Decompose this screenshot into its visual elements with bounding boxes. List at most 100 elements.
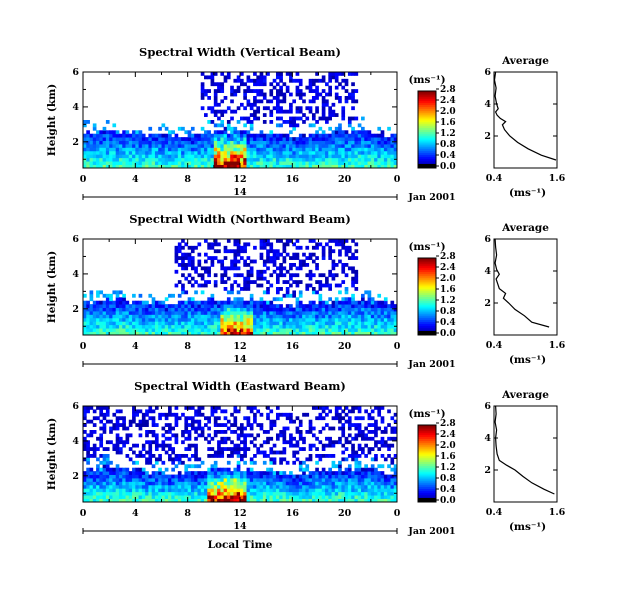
heatmap-cell — [282, 280, 287, 284]
heatmap-cell — [289, 263, 293, 267]
heatmap-cell — [226, 106, 231, 111]
heatmap-cell — [341, 443, 346, 448]
colorbar-swatch — [418, 292, 436, 296]
heatmap-cell — [285, 495, 290, 499]
heatmap-cell — [249, 304, 254, 308]
colorbar-tick-label: 2.4 — [440, 96, 456, 106]
heatmap-cell — [102, 495, 107, 499]
heatmap-cell — [321, 447, 326, 451]
heatmap-cell — [308, 478, 313, 482]
heatmap-cell — [305, 412, 310, 417]
heatmap-cell — [204, 266, 208, 271]
heatmap-cell — [118, 481, 123, 486]
heatmap-cell — [370, 423, 375, 427]
heatmap-cell — [243, 144, 247, 148]
heatmap-cell — [282, 311, 287, 315]
heatmap-cell — [275, 488, 280, 493]
heatmap-cell — [357, 430, 362, 434]
heatmap-cell — [338, 140, 342, 145]
heatmap-cell — [181, 161, 185, 165]
heatmap-cell — [344, 239, 349, 243]
heatmap-cell — [226, 484, 231, 489]
heatmap-cell — [357, 304, 362, 308]
heatmap-cell — [266, 498, 270, 503]
heatmap-cell — [282, 447, 287, 451]
heatmap-cell — [184, 161, 189, 165]
heatmap-cell — [370, 471, 375, 475]
heatmap-cell — [213, 283, 218, 288]
heatmap-cell — [246, 317, 251, 322]
heatmap-cell — [177, 147, 182, 152]
heatmap-cell — [217, 116, 221, 121]
heatmap-cell — [207, 467, 211, 472]
heatmap-cell — [266, 256, 270, 260]
heatmap-cell — [204, 331, 208, 336]
heatmap-cell — [122, 321, 126, 326]
heatmap-cell — [109, 293, 113, 298]
heatmap-cell — [256, 314, 261, 319]
heatmap-cell — [151, 154, 156, 159]
x-tick-label: 4 — [132, 508, 139, 519]
heatmap-cell — [390, 321, 395, 326]
heatmap-cell — [207, 89, 211, 93]
heatmap-cell — [194, 245, 198, 250]
heatmap-cell — [204, 269, 208, 274]
heatmap-cell — [259, 300, 264, 305]
heatmap-cell — [177, 293, 182, 298]
heatmap-cell — [344, 133, 349, 138]
heatmap-cell — [253, 72, 257, 76]
heatmap-cell — [184, 154, 189, 159]
heatmap-cell — [275, 144, 280, 148]
heatmap-cell — [315, 290, 319, 295]
heatmap-cell — [387, 314, 391, 319]
heatmap-cell — [285, 161, 290, 165]
heatmap-cell — [344, 287, 349, 291]
heatmap-cell — [266, 157, 270, 162]
heatmap-cell — [145, 147, 149, 152]
heatmap-cell — [204, 137, 208, 141]
heatmap-cell — [387, 464, 391, 469]
heatmap-cell — [132, 140, 136, 145]
heatmap-cell — [115, 311, 120, 315]
heatmap-cell — [259, 331, 264, 336]
heatmap-cell — [292, 317, 297, 322]
heatmap-cell — [184, 491, 189, 496]
heatmap-cell — [351, 304, 355, 308]
heatmap-cell — [246, 130, 251, 135]
heatmap-cell — [151, 491, 156, 496]
heatmap-cell — [364, 464, 368, 469]
heatmap-cell — [361, 488, 365, 493]
heatmap-cell — [200, 478, 205, 482]
panel-2: Spectral Width (Northward Beam)246Height… — [46, 212, 566, 370]
heatmap-cell — [86, 324, 90, 329]
heatmap-cell — [226, 154, 231, 159]
heatmap-cell — [174, 464, 179, 469]
heatmap-cell — [315, 137, 319, 141]
heatmap-cell — [289, 471, 293, 475]
heatmap-cell — [92, 161, 97, 165]
heatmap-cell — [102, 304, 107, 308]
heatmap-cell — [187, 259, 192, 264]
heatmap-cell — [246, 484, 251, 489]
heatmap-cell — [204, 321, 208, 326]
heatmap-cell — [305, 307, 310, 312]
heatmap-cell — [194, 266, 198, 271]
heatmap-cell — [295, 85, 300, 90]
heatmap-cell — [308, 150, 313, 155]
heatmap-cell — [171, 433, 175, 438]
heatmap-cell — [132, 416, 136, 421]
heatmap-cell — [223, 311, 228, 315]
heatmap-cell — [223, 331, 228, 336]
heatmap-cell — [164, 450, 169, 455]
heatmap-cell — [390, 495, 395, 499]
heatmap-cell — [243, 283, 247, 288]
heatmap-cell — [83, 164, 87, 169]
heatmap-cell — [344, 317, 349, 322]
heatmap-cell — [213, 300, 218, 305]
heatmap-cell — [204, 484, 208, 489]
heatmap-cell — [194, 328, 198, 332]
heatmap-cell — [249, 495, 254, 499]
heatmap-cell — [331, 314, 336, 319]
heatmap-cell — [118, 307, 123, 312]
heatmap-cell — [181, 412, 185, 417]
